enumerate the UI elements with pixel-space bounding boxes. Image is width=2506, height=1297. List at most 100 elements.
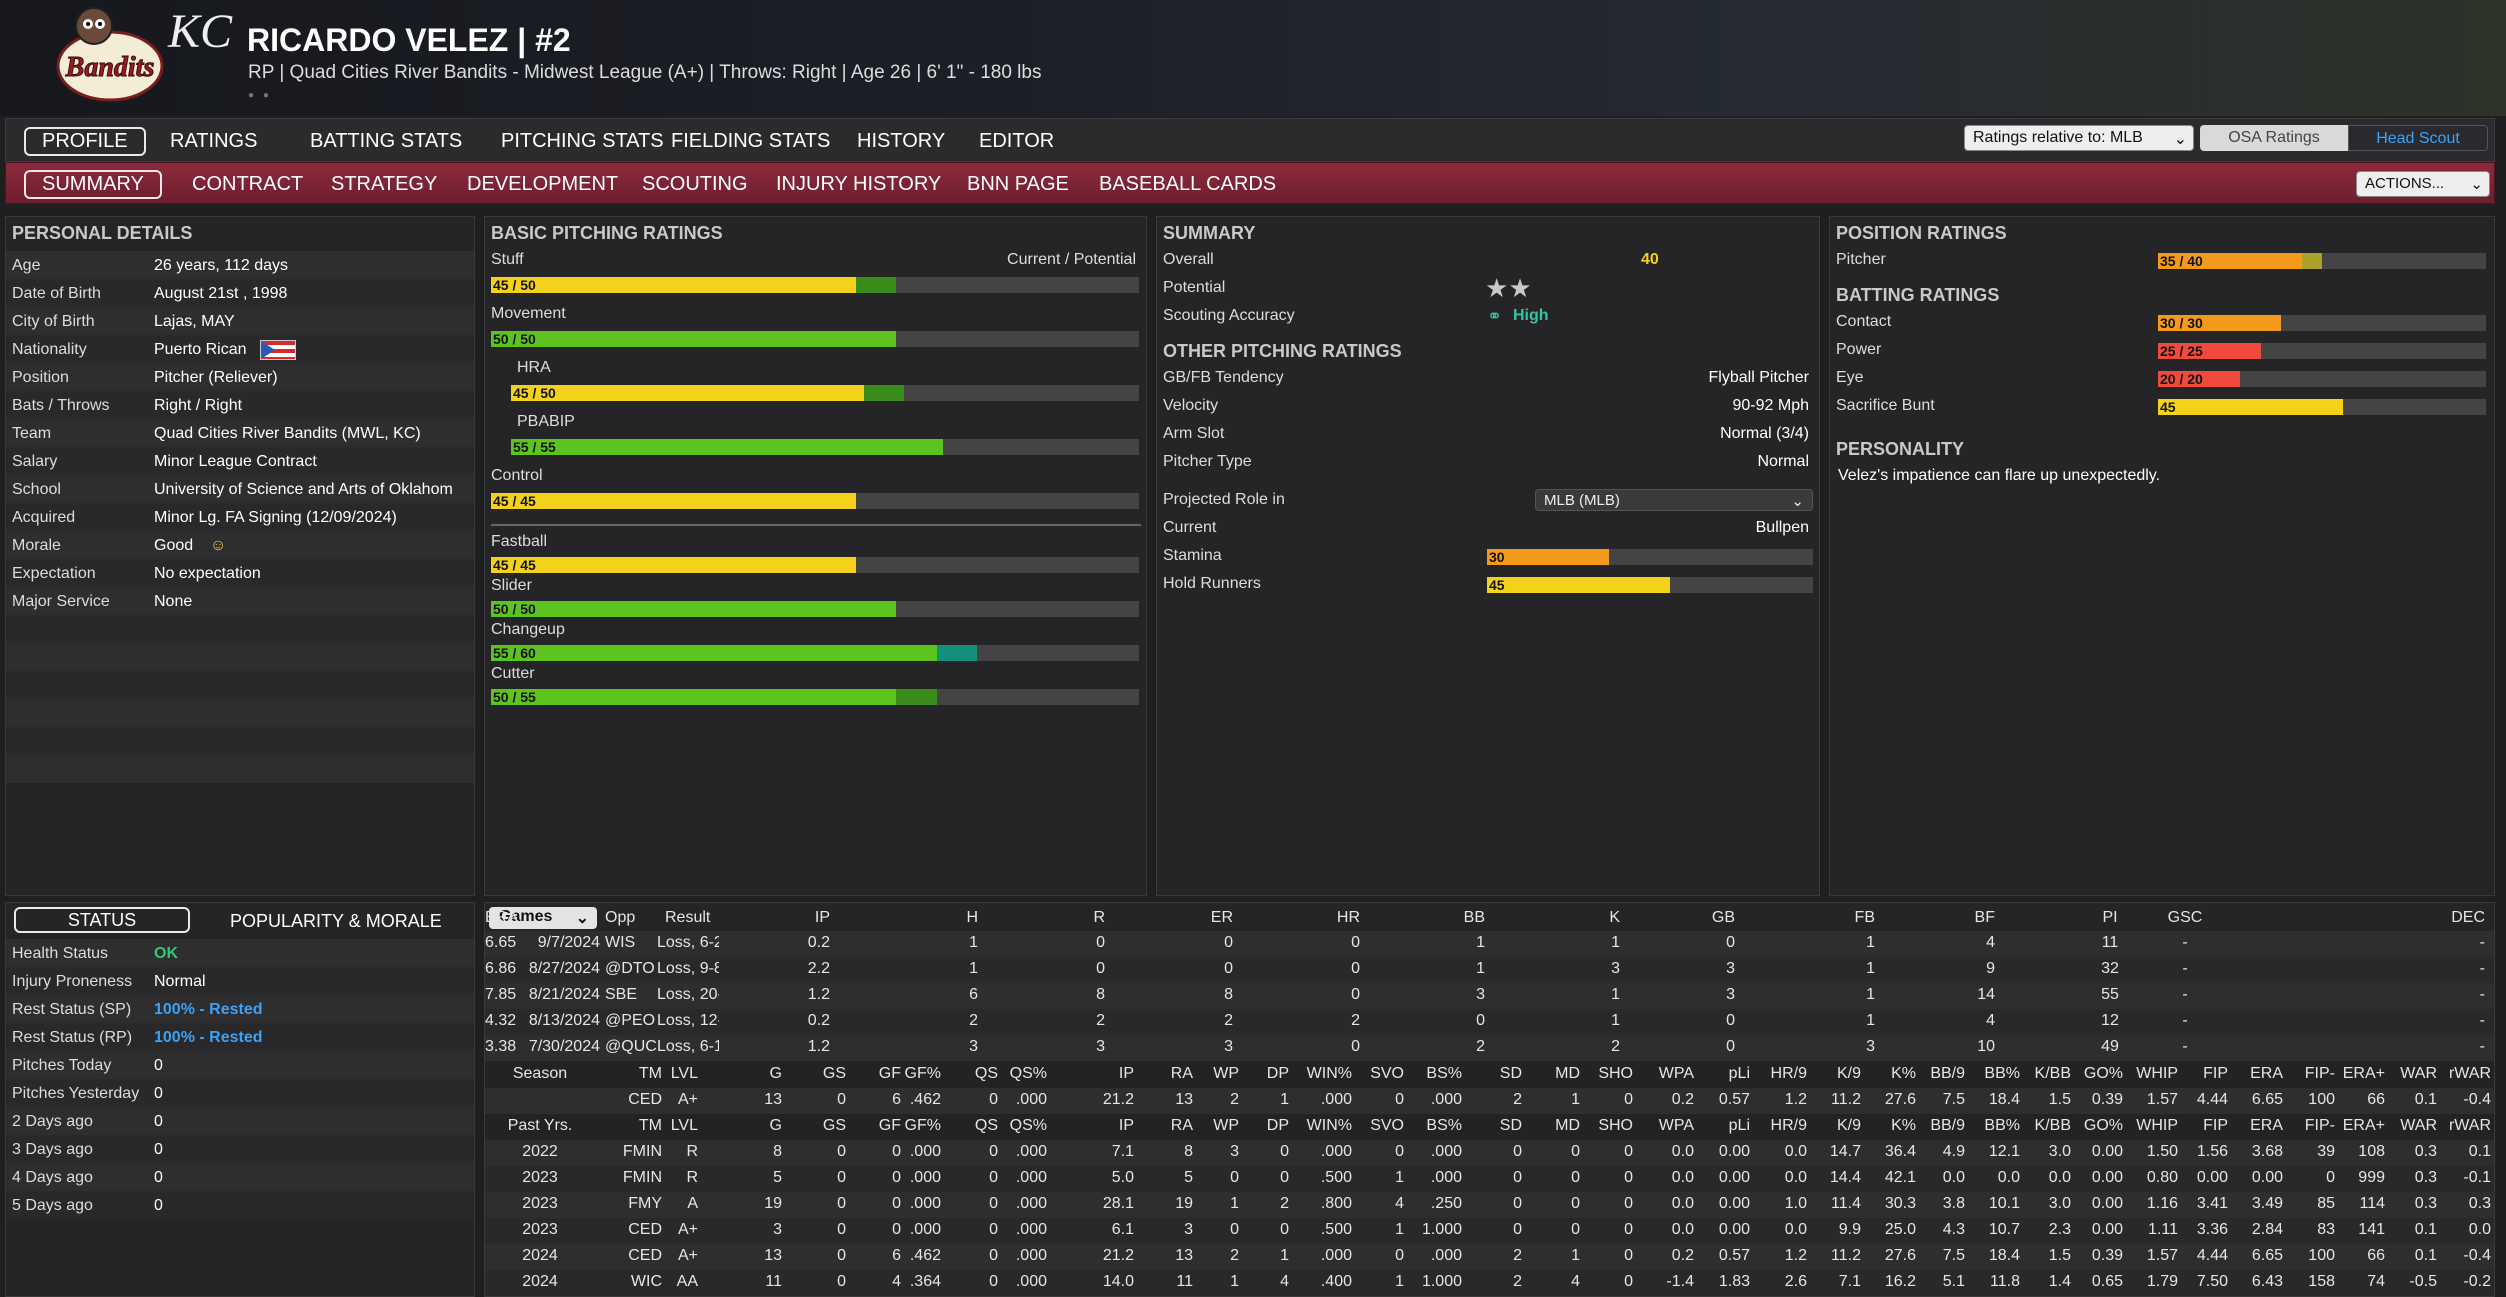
game-cell: 2 <box>1351 1012 1360 1029</box>
batting-value: 45 <box>2160 399 2176 415</box>
rating-label: Fastball <box>491 533 548 550</box>
season-cell: 0 <box>837 1091 846 1108</box>
current-fill <box>491 331 896 347</box>
head-scout-toggle[interactable]: Head Scout <box>2348 125 2488 151</box>
position-panel: POSITION RATINGS Pitcher 35 / 40 BATTING… <box>1829 216 2495 896</box>
season-header-cell: WPA <box>1658 1065 1694 1082</box>
tab-contract[interactable]: CONTRACT <box>192 173 304 195</box>
season-cell: 2 <box>1230 1091 1239 1108</box>
tab-status[interactable]: STATUS <box>14 907 190 933</box>
row-stripe <box>6 559 474 587</box>
tab-pitching-stats[interactable]: PITCHING STATS <box>501 130 664 152</box>
tab-scouting[interactable]: SCOUTING <box>642 173 748 195</box>
batting-fill <box>2158 399 2343 415</box>
osa-ratings-toggle[interactable]: OSA Ratings <box>2200 125 2348 151</box>
season-cell: 0.1 <box>2414 1247 2437 1264</box>
basic-pitching-panel: BASIC PITCHING RATINGS Current / Potenti… <box>484 216 1147 896</box>
season-cell: 0.0 <box>1784 1143 1807 1160</box>
status-value: OK <box>154 945 178 962</box>
season-cell: 14.0 <box>1102 1273 1134 1290</box>
season-cell: 158 <box>2308 1273 2335 1290</box>
season-cell: 0 <box>892 1221 901 1238</box>
season-cell: 0 <box>1624 1169 1633 1186</box>
season-cell: .000 <box>1015 1195 1047 1212</box>
season-cell: 0 <box>1395 1091 1404 1108</box>
scouting-accuracy-label: Scouting Accuracy <box>1163 307 1295 324</box>
season-cell: 1 <box>1230 1195 1239 1212</box>
season-cell: 21.2 <box>1102 1091 1134 1108</box>
season-cell: 0.00 <box>2091 1169 2123 1186</box>
status-label: Pitches Today <box>12 1057 112 1074</box>
current-fill <box>511 439 943 455</box>
chevron-down-icon: ⌄ <box>2173 131 2187 148</box>
season-cell: 1.83 <box>1718 1273 1750 1290</box>
game-cell: 3 <box>1096 1038 1105 1055</box>
row-stripe <box>6 699 474 727</box>
rating-value: 50 / 50 <box>493 331 536 347</box>
tab-baseball-cards[interactable]: BASEBALL CARDS <box>1099 173 1277 195</box>
pitcher-rating-bar: 35 / 40 <box>2158 253 2486 269</box>
season-header-cell: WHIP <box>2136 1117 2178 1134</box>
rating-bar: 45 / 45 <box>491 557 1139 573</box>
tab-editor[interactable]: EDITOR <box>979 130 1055 152</box>
game-cell: SBE <box>605 986 638 1003</box>
season-cell: .000 <box>1430 1247 1462 1264</box>
season-cell: 0.00 <box>2251 1169 2283 1186</box>
season-cell: 0 <box>989 1169 998 1186</box>
season-cell: 19 <box>1175 1195 1193 1212</box>
season-header-cell: GF <box>878 1117 901 1134</box>
detail-value: August 21st , 1998 <box>154 285 288 302</box>
season-cell: 6.1 <box>1111 1221 1134 1238</box>
season-cell: 0.00 <box>2196 1169 2228 1186</box>
detail-label: Major Service <box>12 593 110 610</box>
tab-fielding-stats[interactable]: FIELDING STATS <box>671 130 831 152</box>
star-icon: ★ <box>1508 273 1532 303</box>
season-header-cell: G <box>769 1117 782 1134</box>
tab-ratings[interactable]: RATINGS <box>170 130 258 152</box>
season-cell: .000 <box>1430 1143 1462 1160</box>
table-row <box>485 1270 2494 1296</box>
other-rating-label: Arm Slot <box>1163 425 1225 442</box>
tab-profile[interactable]: PROFILE <box>24 127 146 156</box>
season-cell: -0.1 <box>2463 1169 2491 1186</box>
stats-panel: Games ⌄ Opp Result IP H R ER HR BB K GB FB BF PI GSC DE… <box>484 902 2495 1297</box>
season-cell: 28.1 <box>1102 1195 1134 1212</box>
season-cell: 0.00 <box>2091 1143 2123 1160</box>
detail-label: City of Birth <box>12 313 95 330</box>
tab-injury-history[interactable]: INJURY HISTORY <box>776 173 942 195</box>
tab-strategy[interactable]: STRATEGY <box>331 173 438 195</box>
rating-bar: 45 / 50 <box>511 385 1139 401</box>
games-dropdown[interactable]: Games ⌄ <box>489 907 597 929</box>
rating-value: 45 / 50 <box>513 385 556 401</box>
season-cell: 0 <box>1513 1195 1522 1212</box>
player-header <box>0 0 2506 116</box>
projected-role-select[interactable]: MLB (MLB) ⌄ <box>1535 489 1813 511</box>
game-cell: 10 <box>1977 1038 1995 1055</box>
tab-summary[interactable]: SUMMARY <box>24 170 162 199</box>
tab-history[interactable]: HISTORY <box>857 130 946 152</box>
season-cell: WIC <box>630 1273 662 1290</box>
tab-batting-stats[interactable]: BATTING STATS <box>310 130 463 152</box>
season-cell: .500 <box>1320 1169 1352 1186</box>
status-label: Health Status <box>12 945 109 962</box>
detail-value: None <box>154 593 193 610</box>
game-cell: 4 <box>1986 1012 1995 1029</box>
row-stripe <box>6 643 474 671</box>
tab-development[interactable]: DEVELOPMENT <box>467 173 619 195</box>
season-cell: 36.4 <box>1884 1143 1916 1160</box>
season-cell: 0.1 <box>2414 1221 2437 1238</box>
ratings-relative-select[interactable]: Ratings relative to: MLB ⌄ <box>1964 125 2194 151</box>
season-cell: 0 <box>892 1143 901 1160</box>
season-cell: 0 <box>989 1091 998 1108</box>
actions-dropdown[interactable]: ACTIONS... ⌄ <box>2356 171 2490 197</box>
tab-bnn-page[interactable]: BNN PAGE <box>967 173 1069 195</box>
season-cell: 6 <box>892 1091 901 1108</box>
game-cell: 4.32 <box>485 1012 517 1029</box>
season-header-cell: SHO <box>1598 1117 1633 1134</box>
detail-value: Puerto Rican <box>154 341 247 358</box>
tab-popularity-morale[interactable]: POPULARITY & MORALE <box>230 911 442 931</box>
game-cell: 8/13/2024 <box>528 1012 600 1029</box>
season-header-cell: K/9 <box>1836 1117 1861 1134</box>
detail-label: Team <box>12 425 52 442</box>
season-cell: 2023 <box>522 1169 558 1186</box>
